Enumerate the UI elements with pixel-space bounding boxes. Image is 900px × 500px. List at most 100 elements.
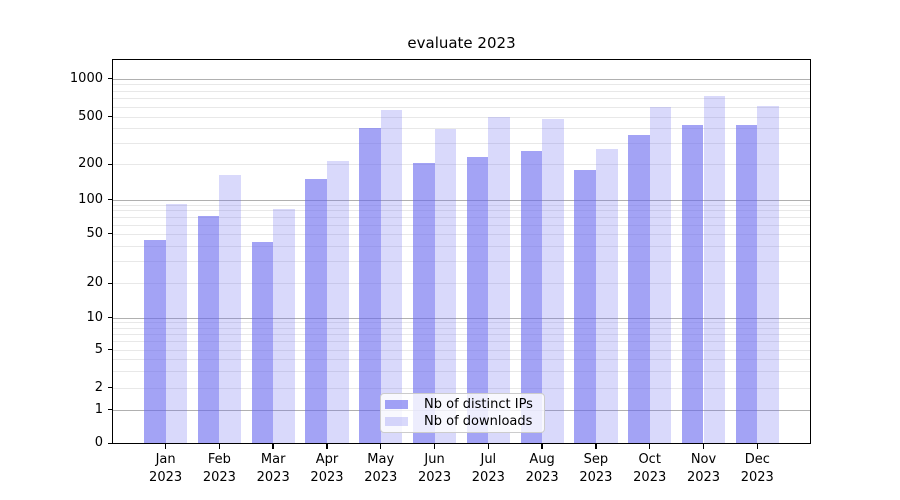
x-tick-mark [218, 444, 221, 449]
x-tick-mark [649, 444, 651, 449]
x-tick-mark [702, 444, 705, 449]
minor-gridline [113, 283, 810, 284]
x-tick-label-jan: Jan 2023 [149, 452, 183, 485]
x-tick-label-feb: Feb 2023 [202, 452, 236, 485]
bar-distinct-ips-may-2023 [359, 128, 381, 443]
x-tick-label-may: May 2023 [364, 452, 398, 485]
plot-area [112, 59, 811, 444]
minor-gridline [113, 333, 810, 335]
minor-gridline [113, 387, 810, 389]
bar-downloads-dec-2023 [757, 106, 779, 443]
x-tick-mark [380, 444, 382, 449]
y-tick-label: 0 [94, 435, 103, 450]
bar-downloads-oct-2023 [649, 107, 672, 443]
bar-downloads-aug-2023 [542, 119, 564, 443]
y-tick-mark [108, 387, 113, 389]
x-tick-label-aug: Aug 2023 [525, 452, 559, 485]
x-tick-mark [756, 444, 758, 449]
chart-title: evaluate 2023 [407, 34, 516, 52]
minor-gridline [113, 84, 810, 86]
bar-distinct-ips-jun-2023 [412, 163, 435, 443]
y-tick-label: 2 [94, 379, 103, 395]
x-tick-label-jun: Jun 2023 [418, 452, 452, 485]
minor-gridline [113, 90, 810, 92]
y-tick-mark [108, 349, 113, 351]
minor-gridline [113, 142, 810, 144]
major-gridline [113, 199, 810, 201]
x-tick-mark [595, 444, 597, 449]
x-tick-mark [541, 444, 543, 449]
y-tick-label: 20 [86, 275, 103, 290]
legend-item-distinct-ips: Nb of distinct IPs [381, 396, 544, 413]
bar-distinct-ips-nov-2023 [681, 124, 704, 443]
y-tick-label: 1000 [69, 70, 103, 86]
minor-gridline [113, 106, 810, 108]
x-tick-label-nov: Nov 2023 [686, 452, 721, 485]
minor-gridline [113, 204, 810, 206]
bar-distinct-ips-apr-2023 [305, 179, 327, 443]
minor-gridline [113, 245, 810, 247]
y-tick-mark [108, 317, 113, 319]
minor-gridline [113, 128, 810, 130]
major-gridline [113, 78, 810, 80]
y-tick-mark [108, 409, 113, 411]
minor-gridline [113, 370, 810, 372]
legend-swatch-downloads [385, 417, 408, 426]
bar-distinct-ips-sep-2023 [574, 169, 596, 443]
x-tick-label-dec: Dec 2023 [740, 452, 774, 485]
minor-gridline [113, 341, 810, 343]
bar-distinct-ips-aug-2023 [520, 151, 543, 443]
bar-downloads-jul-2023 [488, 116, 510, 443]
x-tick-mark [433, 444, 436, 449]
y-tick-label: 200 [78, 156, 103, 171]
x-tick-mark [487, 444, 490, 449]
y-tick-mark [108, 116, 113, 118]
bar-downloads-apr-2023 [326, 160, 349, 443]
bar-distinct-ips-jan-2023 [144, 240, 166, 443]
y-tick-label: 5 [94, 341, 103, 357]
bar-distinct-ips-jul-2023 [466, 156, 489, 443]
x-tick-label-apr: Apr 2023 [310, 452, 344, 485]
y-tick-label: 50 [86, 225, 103, 241]
minor-gridline [113, 116, 810, 118]
x-tick-mark [164, 444, 167, 449]
bar-distinct-ips-oct-2023 [628, 134, 650, 443]
minor-gridline [113, 216, 810, 218]
x-tick-label-sep: Sep 2023 [579, 452, 613, 485]
minor-gridline [113, 164, 810, 165]
y-tick-label: 100 [78, 191, 103, 207]
y-tick-mark [108, 163, 113, 165]
y-tick-mark [108, 442, 113, 444]
y-tick-mark [108, 282, 113, 284]
y-tick-mark [108, 233, 113, 235]
minor-gridline [113, 233, 810, 235]
bar-downloads-nov-2023 [703, 96, 726, 443]
bar-distinct-ips-feb-2023 [197, 216, 220, 443]
bar-distinct-ips-mar-2023 [251, 241, 274, 443]
bar-downloads-jan-2023 [165, 203, 188, 443]
x-tick-label-oct: Oct 2023 [633, 452, 667, 485]
y-tick-mark [108, 199, 113, 201]
minor-gridline [113, 322, 810, 324]
y-tick-label: 500 [78, 108, 103, 124]
x-tick-mark [326, 444, 328, 449]
bars-layer [113, 60, 810, 443]
legend: Nb of distinct IPs Nb of downloads [380, 393, 545, 433]
y-tick-label: 1 [94, 401, 103, 417]
y-tick-mark [108, 78, 113, 80]
bar-distinct-ips-dec-2023 [735, 124, 758, 443]
minor-gridline [113, 327, 810, 329]
bar-downloads-sep-2023 [595, 149, 618, 443]
legend-swatch-distinct-ips [385, 400, 408, 409]
bar-downloads-feb-2023 [219, 175, 241, 443]
minor-gridline [113, 358, 810, 360]
minor-gridline [113, 349, 810, 351]
gridlines-layer [113, 60, 810, 443]
x-tick-label-jul: Jul 2023 [471, 452, 505, 485]
x-tick-label-mar: Mar 2023 [256, 452, 290, 485]
y-tick-label: 10 [86, 309, 103, 325]
bar-downloads-may-2023 [380, 110, 403, 443]
legend-label-downloads: Nb of downloads [424, 414, 533, 429]
minor-gridline [113, 261, 810, 263]
